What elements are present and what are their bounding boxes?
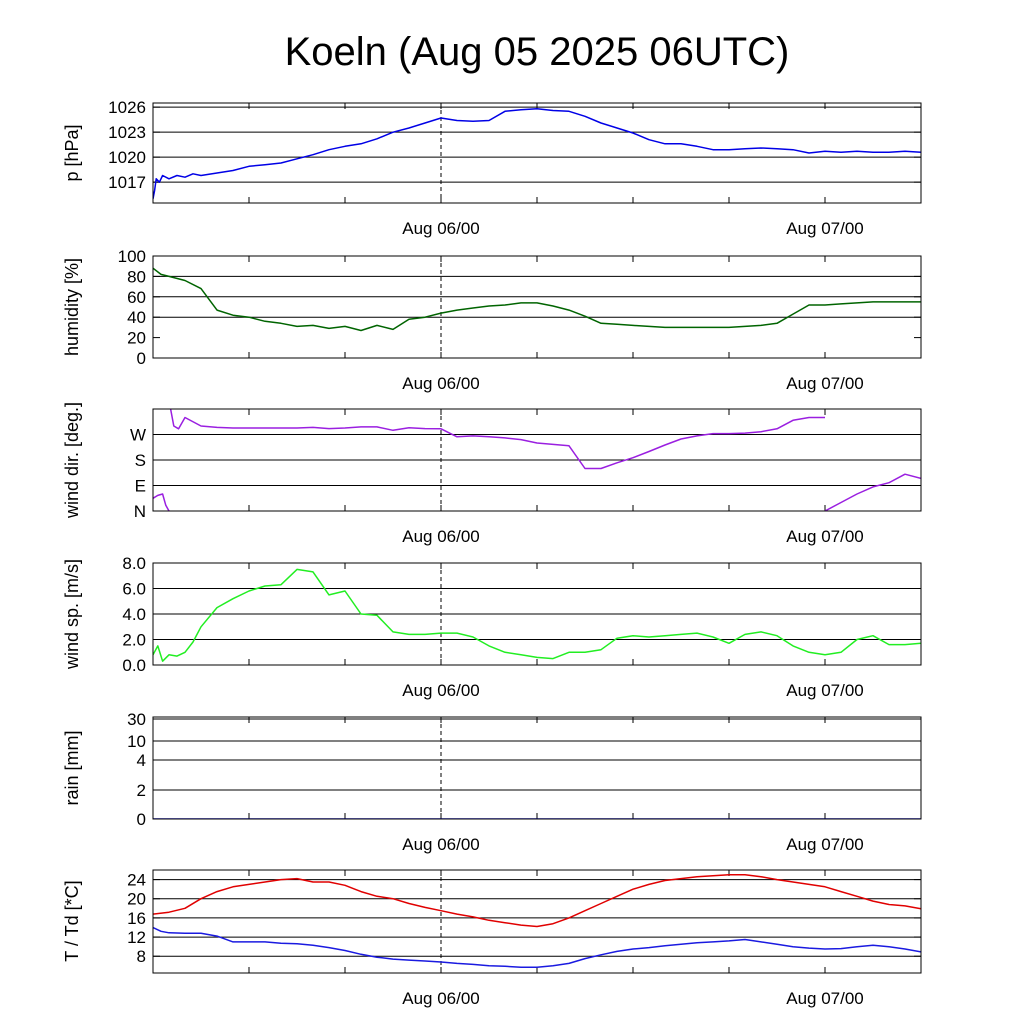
y-tick-label: 8 bbox=[137, 947, 146, 966]
y-tick-label: 4 bbox=[137, 751, 146, 770]
chart-title: Koeln (Aug 05 2025 06UTC) bbox=[285, 30, 790, 74]
series-line-humidity-0 bbox=[153, 267, 921, 332]
y-tick-label: E bbox=[135, 477, 146, 496]
y-tick-label: 40 bbox=[127, 308, 146, 327]
y-axis-label: humidity [%] bbox=[62, 258, 82, 356]
y-tick-label: 4.0 bbox=[122, 605, 146, 624]
series-line-temperature-0 bbox=[153, 874, 921, 928]
plot-frame bbox=[152, 255, 922, 359]
y-tick-label: 100 bbox=[118, 247, 146, 266]
y-tick-label: 6.0 bbox=[122, 580, 146, 599]
y-tick-label: 0 bbox=[137, 810, 146, 829]
y-tick-label: 1020 bbox=[108, 148, 146, 167]
x-tick-label: Aug 07/00 bbox=[786, 527, 864, 546]
y-tick-label: W bbox=[130, 426, 146, 445]
y-axis-label: wind dir. [deg.] bbox=[62, 402, 82, 519]
series-line-temperature-1 bbox=[153, 926, 921, 969]
x-tick-label: Aug 07/00 bbox=[786, 989, 864, 1008]
y-tick-label: N bbox=[134, 502, 146, 521]
y-tick-label: 24 bbox=[127, 871, 146, 890]
y-tick-label: 2.0 bbox=[122, 631, 146, 650]
x-tick-label: Aug 06/00 bbox=[402, 681, 480, 700]
y-tick-label: 10 bbox=[127, 732, 146, 751]
y-tick-label: S bbox=[135, 451, 146, 470]
y-tick-label: 0 bbox=[137, 349, 146, 368]
y-axis-label: rain [mm] bbox=[62, 730, 82, 805]
y-tick-label: 1023 bbox=[108, 123, 146, 142]
plot-frame bbox=[152, 408, 922, 512]
y-tick-label: 8.0 bbox=[122, 554, 146, 573]
series-line-pressure-0 bbox=[153, 108, 921, 199]
y-tick-label: 60 bbox=[127, 288, 146, 307]
x-tick-label: Aug 06/00 bbox=[402, 989, 480, 1008]
y-tick-label: 1017 bbox=[108, 173, 146, 192]
y-axis-label: wind sp. [m/s] bbox=[62, 559, 82, 670]
plot-frame bbox=[152, 102, 922, 204]
y-tick-label: 16 bbox=[127, 909, 146, 928]
x-tick-label: Aug 07/00 bbox=[786, 374, 864, 393]
panel-wind_speed: 0.0 2.0 4.0 6.0 8.0 wind sp. [m/s] Aug 06/00 Au… bbox=[62, 554, 922, 700]
x-tick-label: Aug 06/00 bbox=[402, 219, 480, 238]
x-tick-label: Aug 06/00 bbox=[402, 374, 480, 393]
y-tick-label: 20 bbox=[127, 890, 146, 909]
plot-frame bbox=[152, 869, 922, 974]
y-tick-label: 20 bbox=[127, 329, 146, 348]
panel-rain: 0 2 410 30 rain [mm] Aug 06/00 Aug 07/00 bbox=[62, 710, 922, 854]
x-tick-label: Aug 07/00 bbox=[786, 219, 864, 238]
y-tick-label: 30 bbox=[127, 710, 146, 729]
x-tick-label: Aug 07/00 bbox=[786, 835, 864, 854]
x-tick-label: Aug 06/00 bbox=[402, 835, 480, 854]
panel-pressure: 1017 1020 1023 1026 p [hPa] Aug 06/00 Aug 07/0… bbox=[62, 98, 922, 238]
plot-frame bbox=[152, 716, 922, 820]
y-tick-label: 80 bbox=[127, 267, 146, 286]
y-tick-label: 1026 bbox=[108, 98, 146, 117]
x-tick-label: Aug 06/00 bbox=[402, 527, 480, 546]
y-tick-label: 2 bbox=[137, 781, 146, 800]
series-line-wind_dir-1 bbox=[169, 409, 825, 470]
y-axis-label: p [hPa] bbox=[62, 124, 82, 181]
series-line-wind_speed-0 bbox=[153, 568, 921, 662]
x-tick-label: Aug 07/00 bbox=[786, 681, 864, 700]
series-line-wind_dir-2 bbox=[824, 473, 921, 511]
y-axis-label: T / Td [*C] bbox=[62, 880, 82, 961]
y-tick-label: 0.0 bbox=[122, 656, 146, 675]
y-tick-label: 12 bbox=[127, 928, 146, 947]
plot-frame bbox=[152, 562, 922, 666]
series-line-wind_dir-0 bbox=[153, 493, 170, 511]
